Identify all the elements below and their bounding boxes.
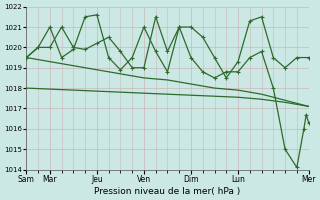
X-axis label: Pression niveau de la mer( hPa ): Pression niveau de la mer( hPa ) [94, 187, 241, 196]
